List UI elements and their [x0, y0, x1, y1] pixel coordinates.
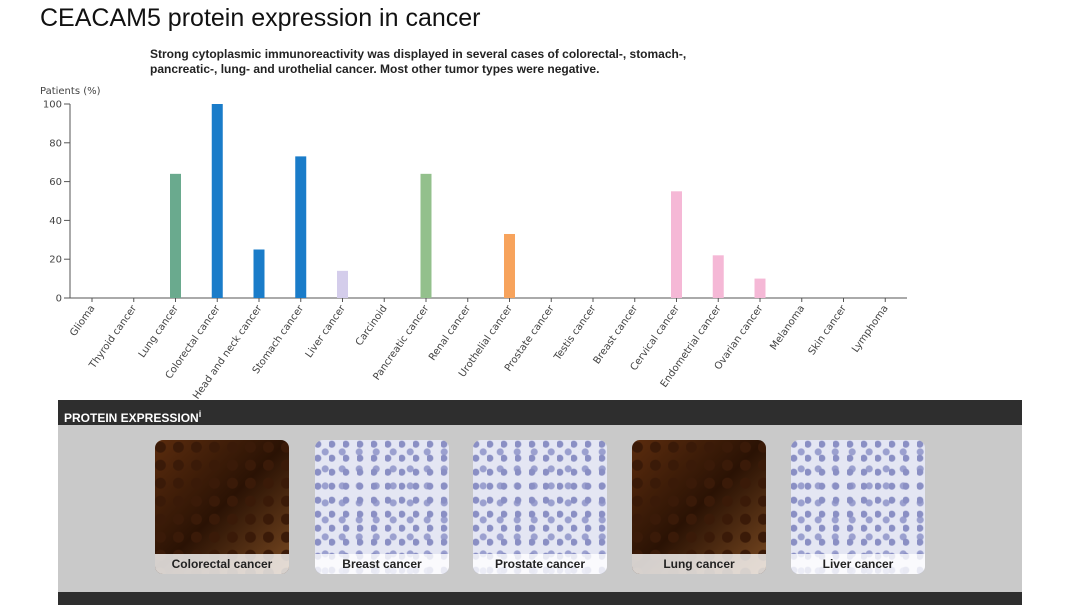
y-tick-label: 100 [43, 100, 62, 111]
panel-header: PROTEIN EXPRESSIONi [58, 400, 1022, 425]
panel-title: PROTEIN EXPRESSION [64, 411, 199, 425]
x-tick-label: Head and neck cancer [191, 303, 265, 400]
bar [712, 255, 724, 298]
y-tick-label: 20 [49, 255, 62, 266]
panel-footer [58, 592, 1022, 605]
y-tick-label: 80 [49, 138, 62, 149]
image-label: Liver cancer [791, 554, 925, 574]
tissue-image[interactable]: Lung cancer [632, 440, 766, 574]
bar [253, 249, 265, 298]
x-tick-label: Carcinoid [354, 303, 390, 348]
x-tick-label: Skin cancer [807, 303, 850, 358]
image-label: Breast cancer [315, 554, 449, 574]
x-tick-label: Lung cancer [137, 303, 182, 360]
x-tick-label: Breast cancer [592, 303, 641, 367]
bar [295, 156, 307, 298]
tissue-image[interactable]: Colorectal cancer [155, 440, 289, 574]
x-tick-label: Glioma [68, 303, 97, 338]
y-tick-label: 60 [49, 177, 62, 188]
y-tick-label: 0 [56, 294, 62, 305]
image-label: Lung cancer [632, 554, 766, 574]
tissue-image[interactable]: Prostate cancer [473, 440, 607, 574]
x-tick-label: Liver cancer [304, 303, 349, 360]
x-tick-label: Renal cancer [427, 303, 474, 363]
tissue-image[interactable]: Breast cancer [315, 440, 449, 574]
page-title: CEACAM5 protein expression in cancer [40, 4, 481, 32]
bar [420, 173, 432, 298]
y-axis-label: Patients (%) [40, 86, 101, 97]
tissue-image[interactable]: Liver cancer [791, 440, 925, 574]
x-tick-label: Testis cancer [552, 303, 599, 364]
x-tick-label: Melanoma [768, 303, 807, 352]
info-icon[interactable]: i [198, 409, 202, 419]
bar [754, 278, 766, 298]
y-tick-label: 40 [49, 216, 62, 227]
description: Strong cytoplasmic immunoreactivity was … [150, 47, 687, 76]
bar [504, 233, 515, 298]
image-label: Prostate cancer [473, 554, 607, 574]
x-tick-label: Lymphoma [850, 303, 891, 354]
bar [211, 104, 223, 298]
bar [671, 191, 682, 298]
protein-expression-panel: PROTEIN EXPRESSIONi Colorectal cancer Bre… [58, 400, 1022, 605]
bar [170, 173, 181, 298]
image-label: Colorectal cancer [155, 554, 289, 574]
bar [337, 270, 348, 298]
